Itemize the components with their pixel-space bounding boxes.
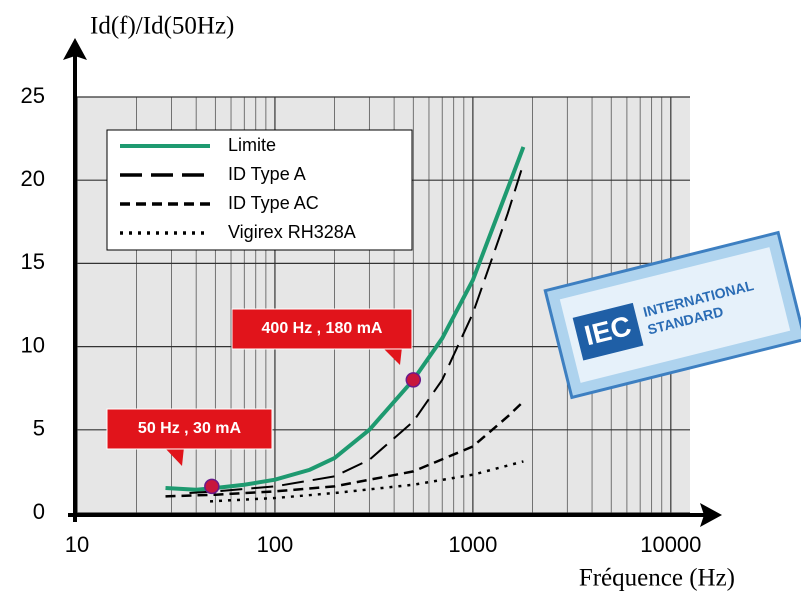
- legend-label: ID Type A: [228, 164, 306, 184]
- iec-stamp: IEC INTERNATIONAL STANDARD: [543, 230, 801, 400]
- legend-label: Limite: [228, 135, 276, 155]
- y-tick-label: 20: [21, 166, 45, 191]
- callout-box: [231, 308, 413, 350]
- callout-label: 50 Hz , 30 mA: [138, 420, 242, 437]
- y-tick-label: 25: [21, 83, 45, 108]
- x-tick-label: 1000: [448, 532, 497, 557]
- y-tick-label: 15: [21, 249, 45, 274]
- callout-pointer: [382, 347, 402, 365]
- x-arrow: [700, 503, 722, 527]
- x-tick-label: 100: [257, 532, 294, 557]
- y-arrow: [63, 38, 87, 60]
- x-axis-label: Fréquence (Hz): [579, 565, 735, 592]
- y-tick-label: 0: [33, 499, 45, 524]
- y-tick-label: 5: [33, 416, 45, 441]
- callout-box: [106, 408, 273, 450]
- annotation-point: [405, 372, 422, 388]
- x-tick-label: 10: [65, 532, 89, 557]
- x-tick-label: 10000: [640, 532, 701, 557]
- series-line: [165, 400, 525, 498]
- callout-label: 400 Hz , 180 mA: [262, 320, 383, 337]
- legend-label: ID Type AC: [228, 193, 319, 213]
- series-line: [209, 460, 524, 503]
- annotation-point: [204, 478, 220, 495]
- stamp-logo-box: [572, 302, 644, 361]
- legend-label: Vigirex RH328A: [228, 222, 356, 242]
- y-axis-label: Id(f)/Id(50Hz): [90, 13, 234, 40]
- legend-box: [106, 129, 413, 251]
- y-tick-label: 10: [21, 332, 45, 357]
- axes: [63, 38, 722, 527]
- callout-pointer: [164, 447, 184, 466]
- series-line: [189, 163, 525, 495]
